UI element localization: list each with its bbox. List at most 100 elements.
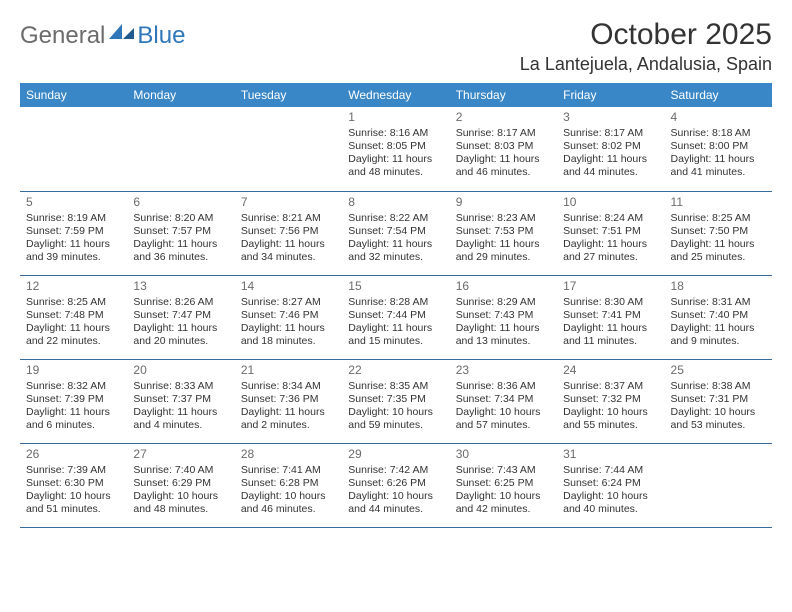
daylight-text: Daylight: 11 hours [671, 322, 766, 335]
sunset-text: Sunset: 7:46 PM [241, 309, 336, 322]
calendar-table: SundayMondayTuesdayWednesdayThursdayFrid… [20, 83, 772, 528]
sunrise-text: Sunrise: 8:25 AM [26, 296, 121, 309]
day-number: 13 [133, 279, 228, 294]
daylight-text: Daylight: 11 hours [348, 322, 443, 335]
calendar-head: SundayMondayTuesdayWednesdayThursdayFrid… [20, 83, 772, 107]
day-number: 22 [348, 363, 443, 378]
sunset-text: Sunset: 7:48 PM [26, 309, 121, 322]
sunset-text: Sunset: 7:40 PM [671, 309, 766, 322]
sunrise-text: Sunrise: 8:25 AM [671, 212, 766, 225]
calendar-day: 9Sunrise: 8:23 AMSunset: 7:53 PMDaylight… [450, 191, 557, 275]
calendar-day: 1Sunrise: 8:16 AMSunset: 8:05 PMDaylight… [342, 107, 449, 191]
daylight-text: and 15 minutes. [348, 335, 443, 348]
daylight-text: and 4 minutes. [133, 419, 228, 432]
day-number: 1 [348, 110, 443, 125]
daylight-text: and 46 minutes. [241, 503, 336, 516]
logo-text-general: General [20, 22, 105, 50]
daylight-text: and 53 minutes. [671, 419, 766, 432]
daylight-text: and 32 minutes. [348, 251, 443, 264]
daylight-text: and 29 minutes. [456, 251, 551, 264]
daylight-text: and 25 minutes. [671, 251, 766, 264]
calendar-day: 2Sunrise: 8:17 AMSunset: 8:03 PMDaylight… [450, 107, 557, 191]
daylight-text: and 39 minutes. [26, 251, 121, 264]
daylight-text: and 36 minutes. [133, 251, 228, 264]
sunset-text: Sunset: 6:25 PM [456, 477, 551, 490]
sunset-text: Sunset: 7:50 PM [671, 225, 766, 238]
sunset-text: Sunset: 7:59 PM [26, 225, 121, 238]
day-header: Sunday [20, 83, 127, 107]
day-header: Tuesday [235, 83, 342, 107]
calendar-day: 30Sunrise: 7:43 AMSunset: 6:25 PMDayligh… [450, 443, 557, 527]
sunset-text: Sunset: 6:24 PM [563, 477, 658, 490]
header: General Blue October 2025 La Lantejuela,… [20, 18, 772, 75]
day-number: 10 [563, 195, 658, 210]
logo-sail-icon [109, 24, 135, 42]
calendar-day: 27Sunrise: 7:40 AMSunset: 6:29 PMDayligh… [127, 443, 234, 527]
day-number: 8 [348, 195, 443, 210]
sunset-text: Sunset: 6:26 PM [348, 477, 443, 490]
sunset-text: Sunset: 7:47 PM [133, 309, 228, 322]
daylight-text: Daylight: 11 hours [26, 238, 121, 251]
calendar-day-empty [20, 107, 127, 191]
day-number: 7 [241, 195, 336, 210]
daylight-text: Daylight: 11 hours [133, 406, 228, 419]
day-number: 28 [241, 447, 336, 462]
sunrise-text: Sunrise: 8:36 AM [456, 380, 551, 393]
daylight-text: Daylight: 11 hours [133, 322, 228, 335]
day-number: 9 [456, 195, 551, 210]
daylight-text: Daylight: 11 hours [348, 238, 443, 251]
sunrise-text: Sunrise: 8:31 AM [671, 296, 766, 309]
calendar-day-empty [665, 443, 772, 527]
sunrise-text: Sunrise: 7:42 AM [348, 464, 443, 477]
calendar-week: 5Sunrise: 8:19 AMSunset: 7:59 PMDaylight… [20, 191, 772, 275]
day-number: 16 [456, 279, 551, 294]
sunset-text: Sunset: 6:28 PM [241, 477, 336, 490]
day-number: 20 [133, 363, 228, 378]
daylight-text: and 34 minutes. [241, 251, 336, 264]
calendar-week: 1Sunrise: 8:16 AMSunset: 8:05 PMDaylight… [20, 107, 772, 191]
daylight-text: Daylight: 10 hours [348, 490, 443, 503]
calendar-day: 12Sunrise: 8:25 AMSunset: 7:48 PMDayligh… [20, 275, 127, 359]
sunset-text: Sunset: 7:37 PM [133, 393, 228, 406]
sunrise-text: Sunrise: 8:26 AM [133, 296, 228, 309]
daylight-text: Daylight: 11 hours [456, 238, 551, 251]
sunrise-text: Sunrise: 8:18 AM [671, 127, 766, 140]
calendar-day-empty [127, 107, 234, 191]
daylight-text: and 40 minutes. [563, 503, 658, 516]
logo: General Blue [20, 18, 185, 50]
daylight-text: Daylight: 11 hours [26, 406, 121, 419]
sunrise-text: Sunrise: 8:38 AM [671, 380, 766, 393]
calendar-day: 29Sunrise: 7:42 AMSunset: 6:26 PMDayligh… [342, 443, 449, 527]
daylight-text: Daylight: 10 hours [456, 406, 551, 419]
calendar-day: 3Sunrise: 8:17 AMSunset: 8:02 PMDaylight… [557, 107, 664, 191]
calendar-day: 24Sunrise: 8:37 AMSunset: 7:32 PMDayligh… [557, 359, 664, 443]
daylight-text: and 9 minutes. [671, 335, 766, 348]
daylight-text: Daylight: 11 hours [671, 238, 766, 251]
daylight-text: and 55 minutes. [563, 419, 658, 432]
daylight-text: and 44 minutes. [563, 166, 658, 179]
day-number: 17 [563, 279, 658, 294]
sunset-text: Sunset: 7:31 PM [671, 393, 766, 406]
day-header: Monday [127, 83, 234, 107]
sunrise-text: Sunrise: 8:23 AM [456, 212, 551, 225]
sunset-text: Sunset: 8:05 PM [348, 140, 443, 153]
sunrise-text: Sunrise: 8:20 AM [133, 212, 228, 225]
day-header: Wednesday [342, 83, 449, 107]
sunset-text: Sunset: 8:00 PM [671, 140, 766, 153]
daylight-text: and 57 minutes. [456, 419, 551, 432]
day-number: 5 [26, 195, 121, 210]
daylight-text: and 41 minutes. [671, 166, 766, 179]
location: La Lantejuela, Andalusia, Spain [520, 54, 772, 75]
title-block: October 2025 La Lantejuela, Andalusia, S… [520, 18, 772, 75]
sunset-text: Sunset: 7:43 PM [456, 309, 551, 322]
daylight-text: Daylight: 11 hours [456, 322, 551, 335]
daylight-text: Daylight: 10 hours [563, 406, 658, 419]
day-number: 18 [671, 279, 766, 294]
day-number: 31 [563, 447, 658, 462]
daylight-text: and 48 minutes. [133, 503, 228, 516]
calendar-day: 10Sunrise: 8:24 AMSunset: 7:51 PMDayligh… [557, 191, 664, 275]
day-number: 15 [348, 279, 443, 294]
sunrise-text: Sunrise: 8:35 AM [348, 380, 443, 393]
daylight-text: and 22 minutes. [26, 335, 121, 348]
daylight-text: Daylight: 11 hours [348, 153, 443, 166]
